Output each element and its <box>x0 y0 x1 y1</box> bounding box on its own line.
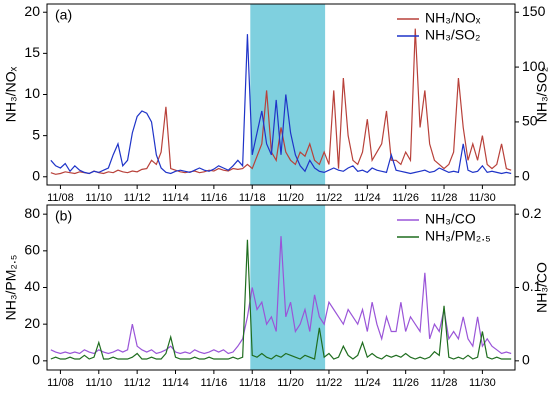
y2-tick-label: 0 <box>522 352 530 368</box>
x-tick-label: 11/30 <box>469 192 496 204</box>
x-tick-label: 11/24 <box>354 377 381 389</box>
x-tick-label: 11/14 <box>162 377 189 389</box>
panel-label: (b) <box>55 208 72 224</box>
y2-tick-label: 0 <box>522 167 530 183</box>
x-tick-label: 11/24 <box>354 192 381 204</box>
highlight-band <box>250 205 326 370</box>
y-tick-label: 20 <box>24 3 40 19</box>
series-line <box>50 34 512 175</box>
x-tick-label: 11/22 <box>316 377 343 389</box>
x-tick-label: 11/30 <box>469 377 496 389</box>
legend-label: NH₃/NOₓ <box>425 10 481 26</box>
y2-tick-label: 0.2 <box>522 205 542 221</box>
x-tick-label: 11/10 <box>85 192 112 204</box>
y2-tick-label: 50 <box>522 113 538 129</box>
y-tick-label: 40 <box>24 278 40 294</box>
y2-axis-label: NH₃/SO₂ <box>534 67 550 122</box>
series-line <box>50 239 512 360</box>
x-tick-label: 11/08 <box>47 377 74 389</box>
x-tick-label: 11/26 <box>392 377 419 389</box>
series-line <box>50 28 512 175</box>
y-tick-label: 60 <box>24 242 40 258</box>
legend-label: NH₃/CO <box>425 211 476 227</box>
x-tick-label: 11/12 <box>124 192 151 204</box>
x-tick-label: 11/18 <box>239 377 266 389</box>
y-tick-label: 0 <box>32 352 40 368</box>
y-tick-label: 10 <box>24 85 40 101</box>
x-tick-label: 11/18 <box>239 192 266 204</box>
legend-label: NH₃/PM₂.₅ <box>425 228 491 244</box>
x-tick-label: 11/10 <box>85 377 112 389</box>
y-tick-label: 15 <box>24 44 40 60</box>
x-tick-label: 11/16 <box>201 377 228 389</box>
x-tick-label: 11/12 <box>124 377 151 389</box>
x-tick-label: 11/20 <box>277 192 304 204</box>
y2-tick-label: 150 <box>522 3 546 19</box>
y2-tick-label: 0.1 <box>522 278 542 294</box>
y-tick-label: 0 <box>32 167 40 183</box>
series-line <box>50 236 512 355</box>
y2-tick-label: 100 <box>522 58 546 74</box>
panel-label: (a) <box>55 7 72 23</box>
x-tick-label: 11/20 <box>277 377 304 389</box>
y-tick-label: 80 <box>24 205 40 221</box>
x-tick-label: 11/26 <box>392 192 419 204</box>
x-tick-label: 11/16 <box>201 192 228 204</box>
legend-label: NH₃/SO₂ <box>425 27 480 43</box>
y-tick-label: 5 <box>32 126 40 142</box>
y-axis-label: NH₃/NOₓ <box>3 66 19 122</box>
x-tick-label: 11/28 <box>431 377 458 389</box>
y2-axis-label: NH₃/CO <box>534 262 550 313</box>
y-axis-label: NH₃/PM₂.₅ <box>3 255 19 321</box>
x-tick-label: 11/28 <box>431 192 458 204</box>
x-tick-label: 11/08 <box>47 192 74 204</box>
y-tick-label: 20 <box>24 315 40 331</box>
x-tick-label: 11/14 <box>162 192 189 204</box>
x-tick-label: 11/22 <box>316 192 343 204</box>
